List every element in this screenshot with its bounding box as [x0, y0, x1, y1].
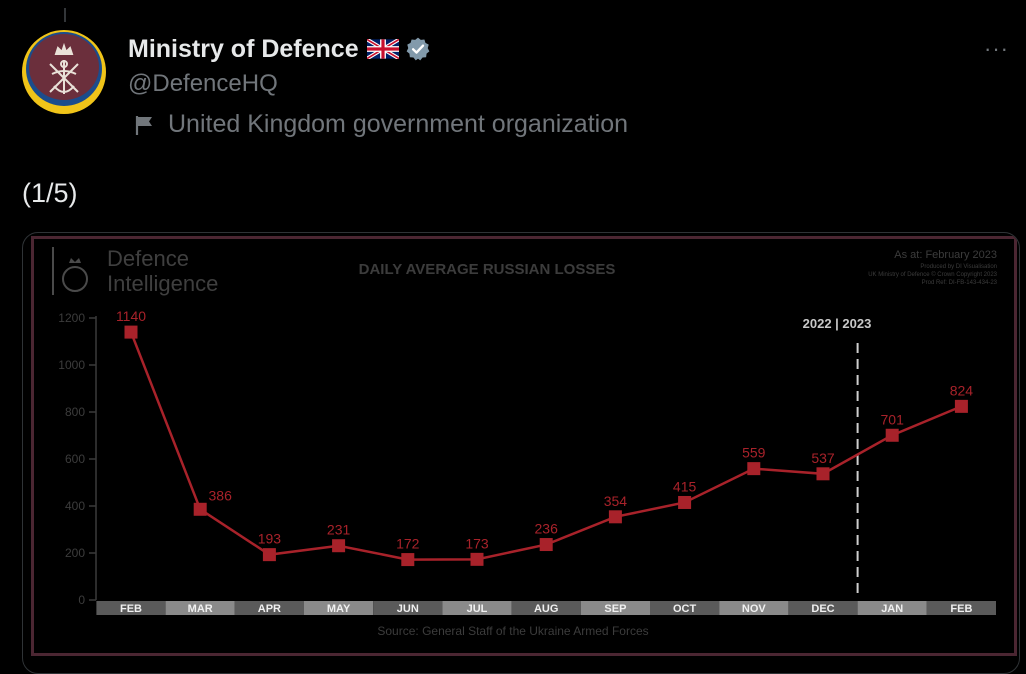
x-tick-label: JUN [397, 603, 419, 615]
x-category-band [442, 601, 512, 615]
data-label: 231 [327, 522, 351, 538]
y-tick-label: 600 [65, 452, 85, 466]
x-tick-label: MAR [188, 603, 213, 615]
data-point [608, 510, 622, 524]
verified-badge-icon[interactable] [405, 36, 431, 62]
x-category-band [234, 601, 304, 615]
x-tick-label: DEC [811, 603, 834, 615]
user-handle[interactable]: @DefenceHQ [128, 70, 278, 97]
x-category-band [857, 601, 927, 615]
source-caption: Source: General Staff of the Ukraine Arm… [377, 624, 648, 638]
x-category-band [719, 601, 789, 615]
credit-line-2: UK Ministry of Defence © Crown Copyright… [868, 271, 997, 278]
year-divider-label: 2022 | 2023 [803, 316, 872, 331]
data-point [816, 467, 830, 481]
y-tick-label: 0 [78, 593, 85, 607]
tweet-media-image[interactable]: Defence Intelligence DAILY AVERAGE RUSSI… [22, 232, 1020, 674]
brand-line-2: Intelligence [107, 271, 218, 296]
data-label: 354 [604, 493, 628, 509]
x-category-band [304, 601, 374, 615]
x-category-band [788, 601, 858, 615]
x-category-band [650, 601, 720, 615]
data-label: 193 [258, 531, 282, 547]
data-point [262, 548, 276, 562]
x-category-band [165, 601, 235, 615]
infographic-frame [31, 236, 1017, 656]
x-tick-label: MAY [327, 603, 351, 615]
data-point [332, 539, 346, 553]
infographic-chart: Defence Intelligence DAILY AVERAGE RUSSI… [52, 246, 998, 638]
thread-line [64, 8, 66, 22]
uk-flag-icon [366, 39, 399, 59]
data-label: 537 [811, 450, 835, 466]
data-label: 173 [465, 535, 489, 551]
affiliation-text: United Kingdom government organization [168, 110, 628, 138]
data-label: 1140 [116, 308, 146, 324]
credit-line-3: Prod Ref: DI-FB-143-434-23 [922, 280, 998, 286]
y-tick-label: 1000 [58, 358, 85, 372]
mod-crest-icon [49, 42, 79, 94]
brand-line-1: Defence [107, 246, 189, 271]
x-tick-label: JUL [467, 603, 488, 615]
data-label: 386 [209, 487, 233, 503]
y-tick-label: 800 [65, 405, 85, 419]
data-label: 415 [673, 478, 697, 494]
data-point [954, 399, 968, 413]
x-tick-label: FEB [950, 603, 972, 615]
x-category-band [96, 601, 166, 615]
x-category-band [373, 601, 443, 615]
data-label: 172 [396, 536, 420, 552]
x-tick-label: AUG [534, 603, 558, 615]
data-label: 559 [742, 445, 766, 461]
y-tick-label: 200 [65, 546, 85, 560]
x-category-band [926, 601, 996, 615]
x-tick-label: APR [258, 603, 281, 615]
x-tick-label: OCT [673, 603, 697, 615]
display-name[interactable]: Ministry of Defence [128, 34, 359, 63]
as-of-date: As at: February 2023 [894, 249, 997, 261]
y-tick-label: 1200 [58, 311, 85, 325]
x-category-band [511, 601, 581, 615]
data-point [678, 495, 692, 509]
data-point [193, 502, 207, 516]
data-point [747, 462, 761, 476]
x-tick-label: SEP [604, 603, 626, 615]
data-point [124, 325, 138, 339]
x-tick-label: JAN [881, 603, 903, 615]
tweet-text: (1/5) [22, 178, 78, 208]
data-label: 824 [950, 382, 974, 398]
x-tick-label: FEB [120, 603, 142, 615]
affiliation-label[interactable]: United Kingdom government organization [134, 110, 628, 139]
data-label: 236 [535, 521, 559, 537]
credit-line-1: Produced by DI Visualisation [920, 264, 997, 270]
x-category-band [580, 601, 650, 615]
avatar[interactable] [22, 30, 106, 114]
crest-icon [62, 266, 88, 292]
data-point [470, 552, 484, 566]
more-options-button[interactable]: ··· [984, 36, 1009, 61]
defence-intelligence-logo [52, 247, 88, 295]
chart-title: DAILY AVERAGE RUSSIAN LOSSES [359, 261, 616, 278]
data-point [885, 428, 899, 442]
data-label: 701 [881, 411, 905, 427]
government-flag-icon [135, 115, 152, 135]
name-row: Ministry of Defence [128, 32, 431, 66]
x-tick-label: NOV [742, 603, 767, 615]
data-point [401, 553, 415, 567]
data-point [539, 538, 553, 552]
y-tick-label: 400 [65, 499, 85, 513]
